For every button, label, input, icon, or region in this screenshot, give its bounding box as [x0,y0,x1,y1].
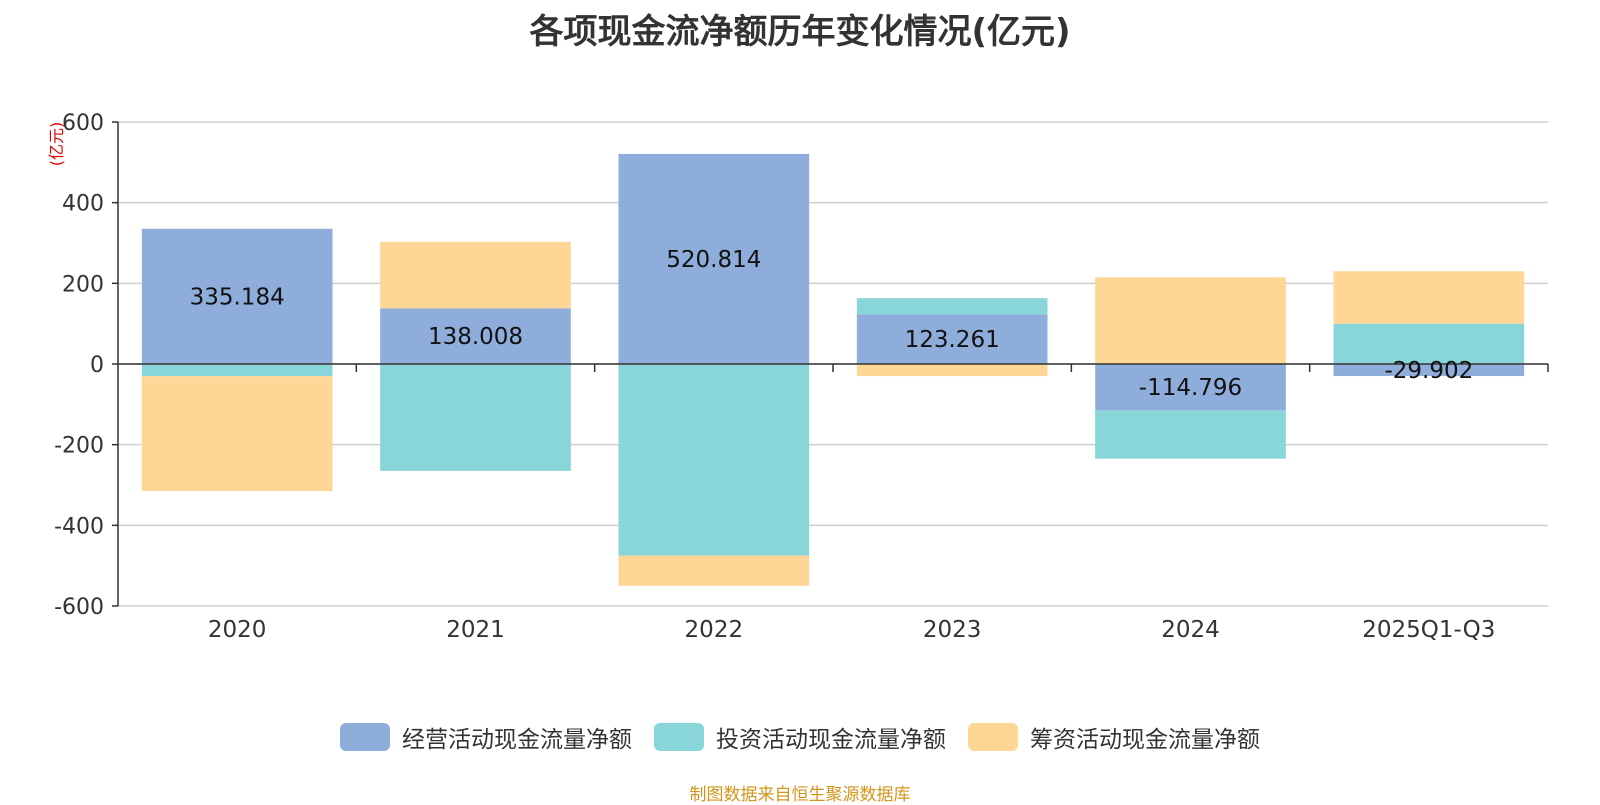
bar-financing [618,555,810,586]
bar-operating [380,308,571,364]
bar-investing [380,364,571,471]
legend-swatch-financing [968,723,1018,751]
bar-operating [856,314,1048,364]
bar-investing [1095,410,1286,459]
x-tick-label: 2025Q1-Q3 [1362,617,1495,643]
legend-label-financing: 筹资活动现金流量净额 [1030,727,1260,753]
bar-operating [1095,364,1286,411]
bar-operating [141,228,333,364]
bar-investing [1333,323,1525,364]
bar-investing [856,298,1048,315]
y-tick-label: 0 [90,353,104,378]
bar-investing [618,364,810,556]
bar-financing [856,364,1048,377]
bar-financing [380,241,571,309]
legend-label-operating: 经营活动现金流量净额 [402,727,632,753]
y-tick-label: -600 [54,595,104,620]
y-axis-unit-label: (亿元) [47,122,66,167]
x-tick-label: 2024 [1161,617,1220,643]
chart-area: 600 400 200 0 -200 -400 -600 (亿元) 2020 2021 2022 20… [47,111,1549,643]
bar-operating [1333,364,1525,377]
data-label-operating: -29.902 [1384,358,1473,384]
y-tick-label: 600 [62,111,104,136]
legend: 经营活动现金流量净额 投资活动现金流量净额 筹资活动现金流量净额 [0,720,1600,754]
bar-financing [141,376,333,492]
y-tick-label: 200 [62,272,104,297]
y-tick-label: 400 [62,192,104,217]
y-tick-label: -400 [54,514,104,539]
data-label-operating: -114.796 [1139,375,1242,401]
bar-financing [1095,277,1286,364]
legend-item-operating[interactable]: 经营活动现金流量净额 [340,720,632,754]
bar-operating [618,153,810,364]
bar-financing [1333,271,1525,324]
x-tick-label: 2022 [685,617,744,643]
y-tick-label: -200 [54,434,104,459]
legend-label-investing: 投资活动现金流量净额 [716,727,946,753]
data-label-operating: 123.261 [905,327,1000,353]
x-tick-label: 2021 [446,617,505,643]
data-label-operating: 335.184 [190,284,285,310]
legend-item-financing[interactable]: 筹资活动现金流量净额 [968,720,1260,754]
data-source-note: 制图数据来自恒生聚源数据库 [689,785,911,805]
legend-swatch-operating [340,723,390,751]
x-tick-label: 2023 [923,617,982,643]
data-label-operating: 138.008 [428,324,523,350]
bar-investing [141,364,333,377]
legend-item-investing[interactable]: 投资活动现金流量净额 [654,720,946,754]
chart-title: 各项现金流净额历年变化情况(亿元) [529,12,1071,52]
x-tick-label: 2020 [208,617,267,643]
legend-swatch-investing [654,723,704,751]
data-label-operating: 520.814 [666,247,761,273]
